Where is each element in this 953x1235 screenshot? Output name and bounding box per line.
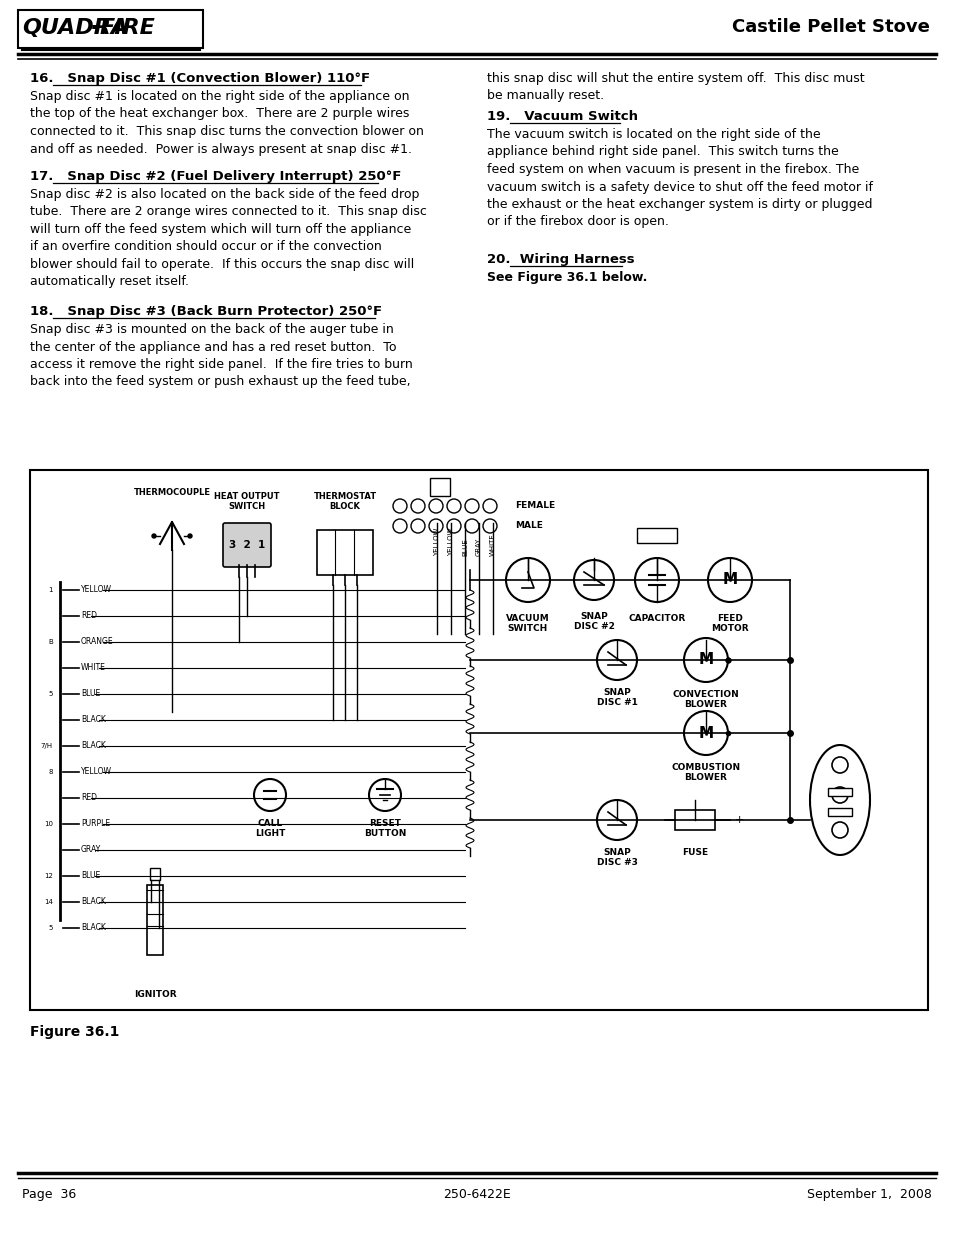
- Text: BLOWER: BLOWER: [684, 773, 727, 782]
- Text: 12: 12: [44, 873, 53, 879]
- Text: 19.   Vacuum Switch: 19. Vacuum Switch: [486, 110, 638, 124]
- Text: BLUE: BLUE: [461, 538, 468, 556]
- Text: RED: RED: [81, 611, 97, 620]
- Bar: [30, 471, 927, 1010]
- Text: THERMOCOUPLE: THERMOCOUPLE: [133, 488, 211, 496]
- Text: COMBUSTION: COMBUSTION: [671, 763, 740, 772]
- Text: MOTOR: MOTOR: [710, 624, 748, 634]
- Text: SWITCH: SWITCH: [228, 501, 265, 511]
- Text: SNAP: SNAP: [602, 848, 630, 857]
- Text: ·: ·: [90, 19, 98, 38]
- Text: 10: 10: [44, 821, 53, 827]
- Bar: [430, 478, 450, 496]
- Text: PURPLE: PURPLE: [81, 820, 110, 829]
- Text: WHITE: WHITE: [490, 534, 496, 556]
- Bar: [827, 808, 851, 816]
- Text: FIRE: FIRE: [100, 19, 155, 38]
- Text: September 1,  2008: September 1, 2008: [806, 1188, 931, 1200]
- Bar: [150, 868, 160, 881]
- Text: BLACK: BLACK: [81, 741, 106, 751]
- Ellipse shape: [809, 745, 869, 855]
- Text: 17.   Snap Disc #2 (Fuel Delivery Interrupt) 250°F: 17. Snap Disc #2 (Fuel Delivery Interrup…: [30, 170, 401, 183]
- Text: IGNITOR: IGNITOR: [133, 990, 176, 999]
- Text: 1: 1: [49, 587, 53, 593]
- Text: Figure 36.1: Figure 36.1: [30, 1025, 119, 1039]
- Text: QUADRA: QUADRA: [22, 19, 128, 38]
- Text: RESET: RESET: [369, 819, 400, 827]
- Text: Castile Pellet Stove: Castile Pellet Stove: [731, 19, 929, 36]
- Text: 5: 5: [49, 692, 53, 697]
- Text: YELLOW: YELLOW: [81, 767, 112, 777]
- Text: 18.   Snap Disc #3 (Back Burn Protector) 250°F: 18. Snap Disc #3 (Back Burn Protector) 2…: [30, 305, 382, 317]
- Text: M: M: [698, 652, 713, 667]
- Text: CONVECTION: CONVECTION: [672, 690, 739, 699]
- Text: BLACK: BLACK: [81, 924, 106, 932]
- Text: ORANGE: ORANGE: [81, 637, 113, 646]
- Text: The vacuum switch is located on the right side of the
appliance behind right sid: The vacuum switch is located on the righ…: [486, 128, 872, 228]
- Text: BLUE: BLUE: [81, 872, 100, 881]
- Bar: [316, 530, 373, 576]
- FancyBboxPatch shape: [18, 10, 203, 48]
- Circle shape: [188, 534, 192, 538]
- Text: BLUE: BLUE: [81, 689, 100, 699]
- Text: 5: 5: [49, 925, 53, 931]
- Text: See Figure 36.1 below.: See Figure 36.1 below.: [486, 270, 647, 284]
- FancyBboxPatch shape: [223, 522, 271, 567]
- Bar: [675, 810, 714, 830]
- Text: M: M: [721, 573, 737, 588]
- Text: DISC #3: DISC #3: [596, 858, 637, 867]
- Text: MALE: MALE: [515, 521, 542, 531]
- Text: VACUUM: VACUUM: [506, 614, 549, 622]
- Text: 20.  Wiring Harness: 20. Wiring Harness: [486, 253, 634, 266]
- Text: BUTTON: BUTTON: [363, 829, 406, 839]
- Text: HEAT OUTPUT: HEAT OUTPUT: [214, 492, 279, 501]
- Text: GRAY: GRAY: [81, 846, 101, 855]
- Circle shape: [152, 534, 156, 538]
- Text: Snap disc #2 is also located on the back side of the feed drop
tube.  There are : Snap disc #2 is also located on the back…: [30, 188, 426, 289]
- Text: SNAP: SNAP: [579, 613, 607, 621]
- Text: THERMOSTAT: THERMOSTAT: [314, 492, 376, 501]
- Text: CAPACITOR: CAPACITOR: [628, 614, 685, 622]
- Text: WHITE: WHITE: [81, 663, 106, 673]
- Text: FEED: FEED: [717, 614, 742, 622]
- Bar: [827, 788, 851, 797]
- Text: 16.   Snap Disc #1 (Convection Blower) 110°F: 16. Snap Disc #1 (Convection Blower) 110…: [30, 72, 370, 85]
- Text: Snap disc #3 is mounted on the back of the auger tube in
the center of the appli: Snap disc #3 is mounted on the back of t…: [30, 324, 413, 389]
- Text: SWITCH: SWITCH: [507, 624, 548, 634]
- Text: DISC #2: DISC #2: [573, 622, 614, 631]
- Text: YELLOW: YELLOW: [81, 585, 112, 594]
- Text: B: B: [49, 638, 53, 645]
- Text: FEMALE: FEMALE: [515, 501, 555, 510]
- Text: BLOWER: BLOWER: [684, 700, 727, 709]
- Text: 250-6422E: 250-6422E: [442, 1188, 511, 1200]
- Text: 3  2  1: 3 2 1: [229, 540, 265, 550]
- Text: Page  36: Page 36: [22, 1188, 76, 1200]
- Text: CALL: CALL: [257, 819, 282, 827]
- Text: RED: RED: [81, 794, 97, 803]
- Text: BLOCK: BLOCK: [329, 501, 360, 511]
- Text: SNAP: SNAP: [602, 688, 630, 697]
- Text: YELLOW: YELLOW: [448, 527, 454, 556]
- Text: 7/H: 7/H: [41, 743, 53, 748]
- Text: M: M: [698, 725, 713, 741]
- Text: DISC #1: DISC #1: [596, 698, 637, 706]
- Text: BLACK: BLACK: [81, 898, 106, 906]
- Text: FUSE: FUSE: [681, 848, 707, 857]
- Bar: [637, 529, 677, 543]
- Text: Snap disc #1 is located on the right side of the appliance on
the top of the hea: Snap disc #1 is located on the right sid…: [30, 90, 423, 156]
- Text: 8: 8: [49, 769, 53, 776]
- Text: BLACK: BLACK: [81, 715, 106, 725]
- Text: +: +: [734, 815, 743, 825]
- Text: LIGHT: LIGHT: [254, 829, 285, 839]
- Bar: [147, 885, 163, 955]
- Text: this snap disc will shut the entire system off.  This disc must
be manually rese: this snap disc will shut the entire syst…: [486, 72, 863, 103]
- Text: GRAY: GRAY: [476, 537, 481, 556]
- Text: YELLOW: YELLOW: [434, 527, 439, 556]
- Text: 14: 14: [44, 899, 53, 905]
